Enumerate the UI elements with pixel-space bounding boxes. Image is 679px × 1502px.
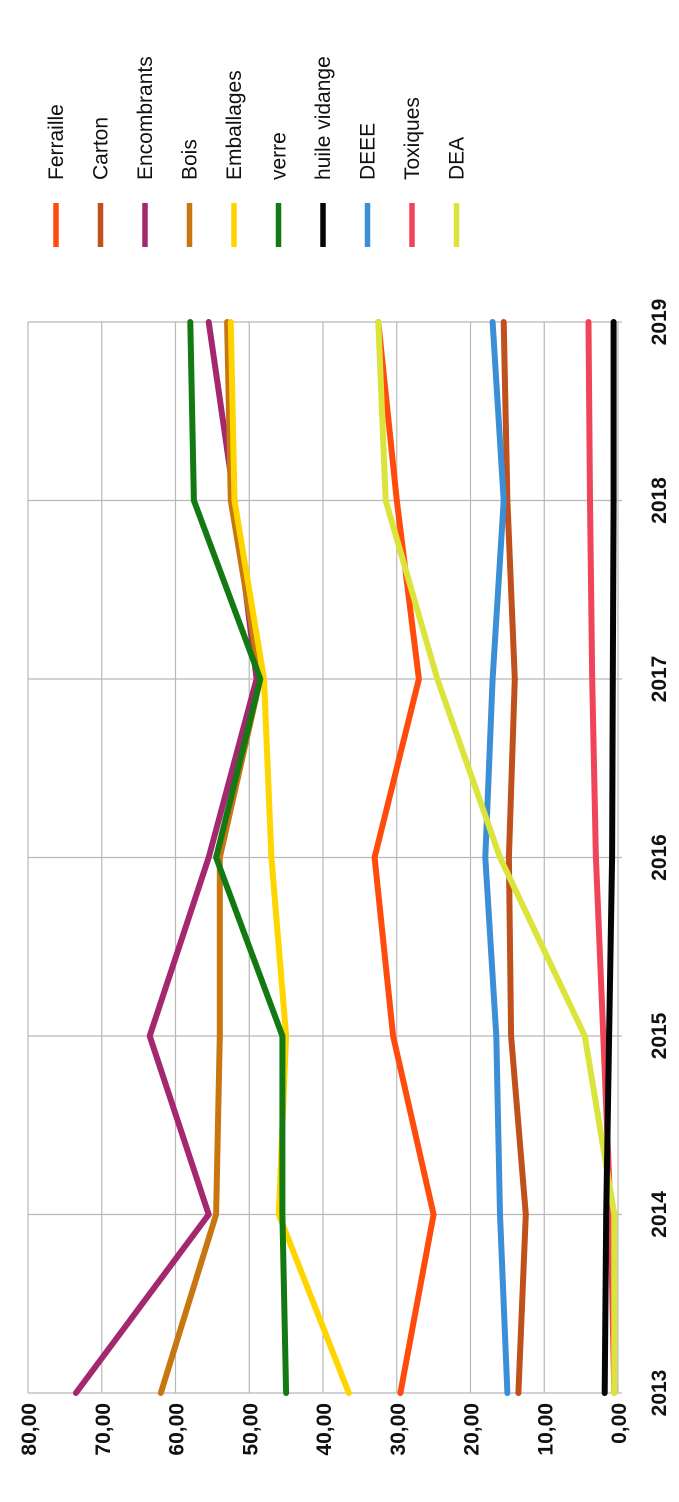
value-tick-label: 10,00 — [534, 1403, 557, 1456]
series-line — [375, 319, 618, 1396]
value-tick-label: 70,00 — [92, 1403, 115, 1456]
category-tick-label: 2013 — [648, 1370, 671, 1417]
legend-label: huile vidange — [312, 56, 335, 180]
legend-label: Ferraille — [45, 104, 68, 180]
series-line — [157, 319, 264, 1396]
category-tick-label: 2016 — [648, 834, 671, 881]
legend-label: DEA — [446, 137, 469, 180]
x-axis-ticks: 2013 2014 2015 2016 2017 2018 2019 — [648, 299, 671, 1417]
series-line — [371, 319, 437, 1396]
value-tick-label: 30,00 — [387, 1403, 410, 1456]
legend-label: verre — [268, 132, 291, 180]
legend-label: Emballages — [223, 70, 246, 180]
value-tick-label: 50,00 — [239, 1403, 262, 1456]
series-line — [601, 319, 617, 1396]
series-line — [585, 319, 618, 1396]
series-layer — [72, 319, 618, 1396]
value-tick-label: 80,00 — [18, 1403, 41, 1456]
value-tick-label: 0,00 — [608, 1403, 631, 1444]
y-axis-ticks: 0,00 10,00 20,00 30,00 40,00 50,00 60,00 70,00 8… — [18, 1403, 631, 1456]
category-tick-label: 2018 — [648, 477, 671, 524]
value-tick-label: 60,00 — [166, 1403, 189, 1456]
category-tick-label: 2019 — [648, 299, 671, 346]
legend-label: Toxiques — [401, 97, 424, 180]
category-tick-label: 2015 — [648, 1012, 671, 1059]
value-tick-label: 40,00 — [313, 1403, 336, 1456]
series-line — [227, 319, 352, 1396]
series-line — [500, 319, 529, 1396]
legend-label: Carton — [90, 117, 113, 180]
category-tick-label: 2014 — [648, 1191, 671, 1238]
legend: Ferraille Carton Encombrants Bois Emballages… — [45, 56, 469, 247]
value-tick-label: 20,00 — [461, 1403, 484, 1456]
legend-label: Encombrants — [134, 56, 157, 180]
legend-label: DEEE — [357, 123, 380, 180]
legend-label: Bois — [179, 139, 202, 180]
grid-layer — [27, 321, 622, 1394]
category-tick-label: 2017 — [648, 656, 671, 703]
series-line — [482, 319, 511, 1396]
series-line — [187, 319, 290, 1396]
